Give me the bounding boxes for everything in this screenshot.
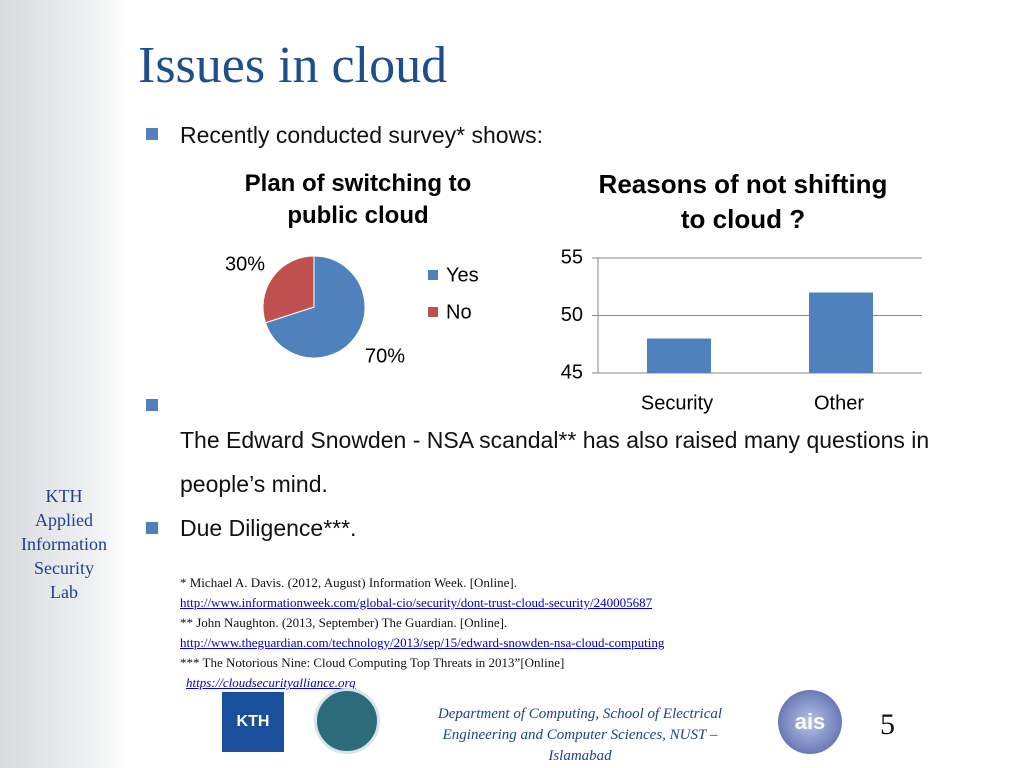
legend-swatch: [428, 307, 438, 317]
reference: http://www.informationweek.com/global-ci…: [180, 595, 653, 610]
reference: ** John Naughton. (2013, September) The …: [180, 615, 508, 630]
sidebar-line: Lab: [50, 582, 78, 602]
legend-swatch: [428, 270, 438, 280]
legend-label: No: [446, 301, 472, 323]
ais-logo: ais: [778, 690, 842, 754]
x-tick-label: Security: [641, 392, 713, 414]
bar: [809, 292, 873, 373]
footer: Department of Computing, School of Elect…: [437, 706, 723, 764]
data-label: 30%: [225, 253, 265, 275]
pie-slice: [262, 255, 315, 324]
bullet-marker: [146, 522, 158, 534]
reference: https://cloudsecurityalliance.org: [186, 675, 356, 690]
x-tick-label: Other: [814, 392, 864, 414]
sidebar-line: Security: [34, 558, 94, 578]
bullet-text: Due Diligence***.: [180, 515, 357, 541]
sidebar-line: KTH: [45, 486, 83, 506]
chart-title: Reasons of not shifting to cloud ?: [598, 169, 888, 234]
legend-label: Yes: [446, 264, 479, 286]
slide-title: Issues in cloud: [138, 37, 448, 94]
university-logo: [314, 688, 380, 754]
bullet-marker: [146, 399, 158, 411]
pie-slice: [264, 255, 366, 359]
sidebar-image: [0, 0, 128, 768]
bar: [647, 338, 711, 373]
bullet-marker: [146, 128, 158, 140]
reference: *** The Notorious Nine: Cloud Computing …: [180, 655, 565, 670]
y-tick-label: 45: [561, 361, 583, 383]
data-label: 70%: [365, 345, 405, 367]
page-number: 5: [880, 708, 895, 741]
y-tick-label: 50: [561, 304, 583, 326]
kth-logo: KTH: [222, 692, 284, 752]
sidebar-line: Applied: [35, 510, 93, 530]
chart-title: Plan of switching to public cloud: [244, 170, 472, 229]
y-tick-label: 55: [561, 246, 583, 268]
sidebar-line: Information: [21, 534, 107, 554]
bullet-text: Recently conducted survey* shows:: [180, 122, 544, 148]
reference: * Michael A. Davis. (2012, August) Infor…: [180, 575, 518, 590]
bullet-text: The Edward Snowden - NSA scandal** has a…: [180, 427, 930, 497]
references: * Michael A. Davis. (2012, August) Infor…: [180, 573, 664, 693]
reference: http://www.theguardian.com/technology/20…: [180, 635, 665, 650]
sidebar-text: KTH Applied Information Security Lab: [0, 484, 128, 604]
